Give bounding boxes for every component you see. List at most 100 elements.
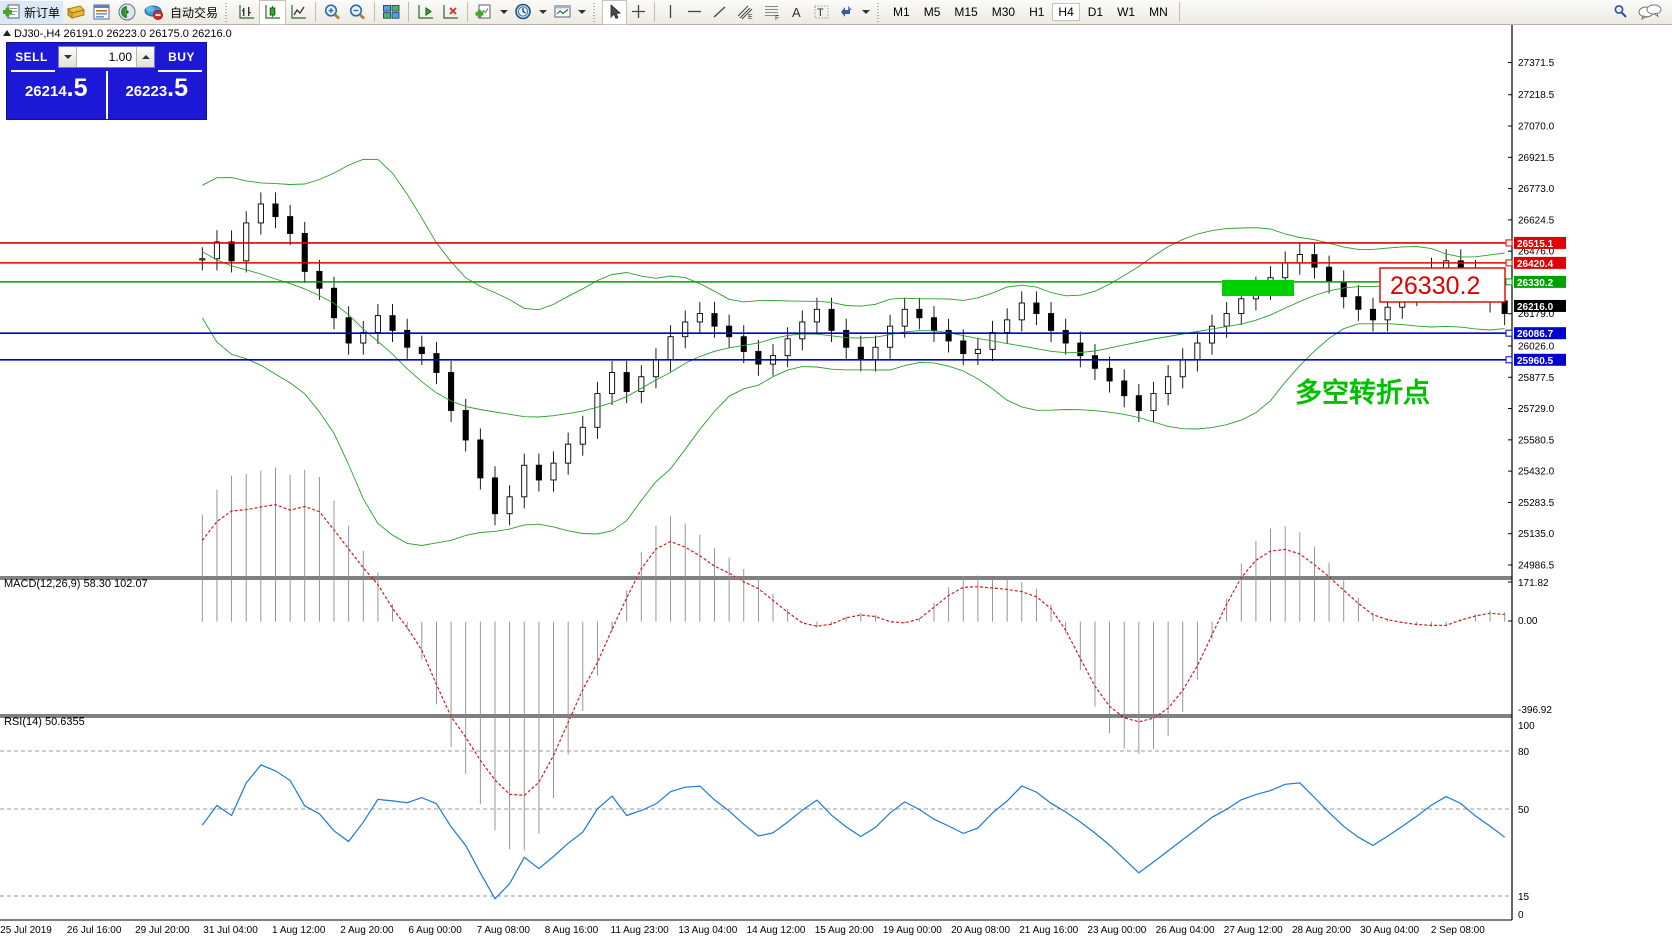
volume-value[interactable]: 1.00 <box>108 50 132 64</box>
zoom-out-icon <box>349 4 365 20</box>
svg-text:26773.0: 26773.0 <box>1518 184 1555 195</box>
horizontal-line-tool-button[interactable] <box>682 1 707 24</box>
svg-text:26330.2: 26330.2 <box>1517 278 1554 289</box>
autoscroll-icon <box>443 5 459 19</box>
toolbar-grip-1[interactable] <box>224 2 232 22</box>
volume-increase-button[interactable] <box>136 47 154 67</box>
chart-shift-button[interactable] <box>413 1 438 24</box>
rsi-tick-0: 0 <box>1518 910 1524 921</box>
timeframe-m30[interactable]: M30 <box>991 5 1016 19</box>
svg-text:20 Aug 08:00: 20 Aug 08:00 <box>951 925 1010 936</box>
chart-shift-icon <box>418 5 434 19</box>
candlestick-chart-icon <box>265 5 281 19</box>
buy-price-int: 26223 <box>125 83 168 100</box>
template-icon <box>554 5 571 18</box>
svg-text:26 Jul 16:00: 26 Jul 16:00 <box>67 925 122 936</box>
arrows-tool-button[interactable] <box>834 1 859 24</box>
strategy-tester-button[interactable] <box>141 1 167 24</box>
timeframe-m5[interactable]: M5 <box>923 5 941 19</box>
chat-button[interactable] <box>1634 1 1666 24</box>
sell-button[interactable]: SELL <box>15 50 48 64</box>
timeframe-m15[interactable]: M15 <box>954 5 978 19</box>
svg-text:11 Aug 23:00: 11 Aug 23:00 <box>611 925 670 936</box>
fibonacci-tool-button[interactable]: F <box>759 1 786 24</box>
timeframe-h4[interactable]: H4 <box>1052 3 1080 21</box>
market-watch-button[interactable] <box>115 1 141 24</box>
crosshair-tool-button[interactable] <box>627 1 650 24</box>
zoom-out-button[interactable] <box>345 1 370 24</box>
zoom-in-icon <box>324 4 340 20</box>
timeframe-h1[interactable]: H1 <box>1029 5 1045 19</box>
svg-text:T: T <box>817 7 824 19</box>
bar-chart-button[interactable] <box>234 1 259 24</box>
volume-stepper[interactable]: 1.00 <box>58 46 155 68</box>
cursor-tool-button[interactable] <box>602 0 628 25</box>
one-click-top-row: SELL 1.00 BUY <box>7 43 206 71</box>
templates-dropdown[interactable] <box>575 1 589 24</box>
timeframe-mn[interactable]: MN <box>1149 5 1168 19</box>
rsi-tick-80: 80 <box>1518 747 1530 758</box>
time-axis-labels: 25 Jul 2019 26 Jul 16:00 29 Jul 20:00 31 Ju… <box>0 925 1485 936</box>
chart-autoscroll-button[interactable] <box>438 1 463 24</box>
svg-text:25 Jul 2019: 25 Jul 2019 <box>0 925 52 936</box>
chevron-up-icon <box>141 55 150 59</box>
svg-text:25729.0: 25729.0 <box>1518 404 1555 415</box>
trendline-tool-button[interactable] <box>707 1 732 24</box>
text-tool-button[interactable]: A <box>786 1 809 24</box>
timeframe-w1[interactable]: W1 <box>1117 5 1136 19</box>
collapse-triangle-icon[interactable] <box>3 30 11 36</box>
buy-button[interactable]: BUY <box>168 50 195 64</box>
search-icon <box>1614 5 1627 18</box>
symbol-info-text: DJ30-,H4 26191.0 26223.0 26175.0 26216.0 <box>14 28 232 40</box>
one-click-trading-panel[interactable]: SELL 1.00 BUY 26214.5 26223.5 <box>6 42 207 120</box>
new-order-button[interactable]: 新订单 <box>0 0 64 24</box>
zoom-in-button[interactable] <box>320 1 345 24</box>
autotrading-button[interactable]: 自动交易 <box>167 1 221 24</box>
svg-text:26476.0: 26476.0 <box>1518 247 1555 258</box>
text-icon: A <box>792 5 801 20</box>
vertical-line-tool-button[interactable] <box>659 1 682 24</box>
toolbar-grip-3[interactable] <box>876 2 884 22</box>
svg-text:27 Aug 12:00: 27 Aug 12:00 <box>1224 925 1283 936</box>
timeframe-d1[interactable]: D1 <box>1087 5 1104 19</box>
timeframe-m1[interactable]: M1 <box>893 5 910 19</box>
price-annotation-box[interactable] <box>1379 267 1506 303</box>
toolbar-grip-2[interactable] <box>592 2 600 22</box>
highlight-rectangle[interactable] <box>1222 280 1294 296</box>
line-chart-button[interactable] <box>286 1 311 24</box>
svg-text:29 Jul 20:00: 29 Jul 20:00 <box>135 925 190 936</box>
svg-text:26515.1: 26515.1 <box>1517 239 1554 250</box>
candlestick-chart-button[interactable] <box>259 0 287 25</box>
cursor-arrow-icon <box>610 4 621 20</box>
wallet-button[interactable] <box>63 1 89 24</box>
chart-svg[interactable]: 27371.5 27218.5 27070.0 26921.5 26773.0 26624… <box>0 25 1672 948</box>
buy-price[interactable]: 26223.5 <box>108 71 207 119</box>
svg-text:25283.5: 25283.5 <box>1518 498 1555 509</box>
new-chart-dropdown[interactable] <box>497 1 511 24</box>
chart-canvas[interactable]: DJ30-,H4 26191.0 26223.0 26175.0 26216.0… <box>0 25 1672 948</box>
equidistant-channel-button[interactable]: E <box>732 1 759 24</box>
new-order-icon <box>3 4 20 19</box>
period-button[interactable] <box>511 1 536 24</box>
svg-text:E: E <box>748 14 753 21</box>
main-toolbar: 新订单 <box>0 0 1672 25</box>
arrows-dropdown[interactable] <box>859 1 873 24</box>
templates-button[interactable] <box>550 1 575 24</box>
svg-text:26086.7: 26086.7 <box>1517 329 1554 340</box>
svg-text:1 Aug 12:00: 1 Aug 12:00 <box>272 925 326 936</box>
one-click-price-row: 26214.5 26223.5 <box>7 71 206 119</box>
sell-price[interactable]: 26214.5 <box>7 71 106 119</box>
tile-windows-button[interactable] <box>379 1 404 24</box>
text-label-tool-button[interactable]: T <box>809 1 834 24</box>
search-button[interactable] <box>1608 1 1634 24</box>
svg-text:7 Aug 08:00: 7 Aug 08:00 <box>477 925 531 936</box>
period-dropdown[interactable] <box>536 1 550 24</box>
svg-text:31 Jul 04:00: 31 Jul 04:00 <box>203 925 258 936</box>
new-chart-button[interactable] <box>472 1 497 24</box>
toolbar-separator-6 <box>1178 2 1180 22</box>
macd-tick-zero: 0.00 <box>1518 616 1538 627</box>
terminal-button[interactable] <box>89 1 115 24</box>
svg-text:13 Aug 04:00: 13 Aug 04:00 <box>678 925 737 936</box>
volume-decrease-button[interactable] <box>59 47 77 67</box>
